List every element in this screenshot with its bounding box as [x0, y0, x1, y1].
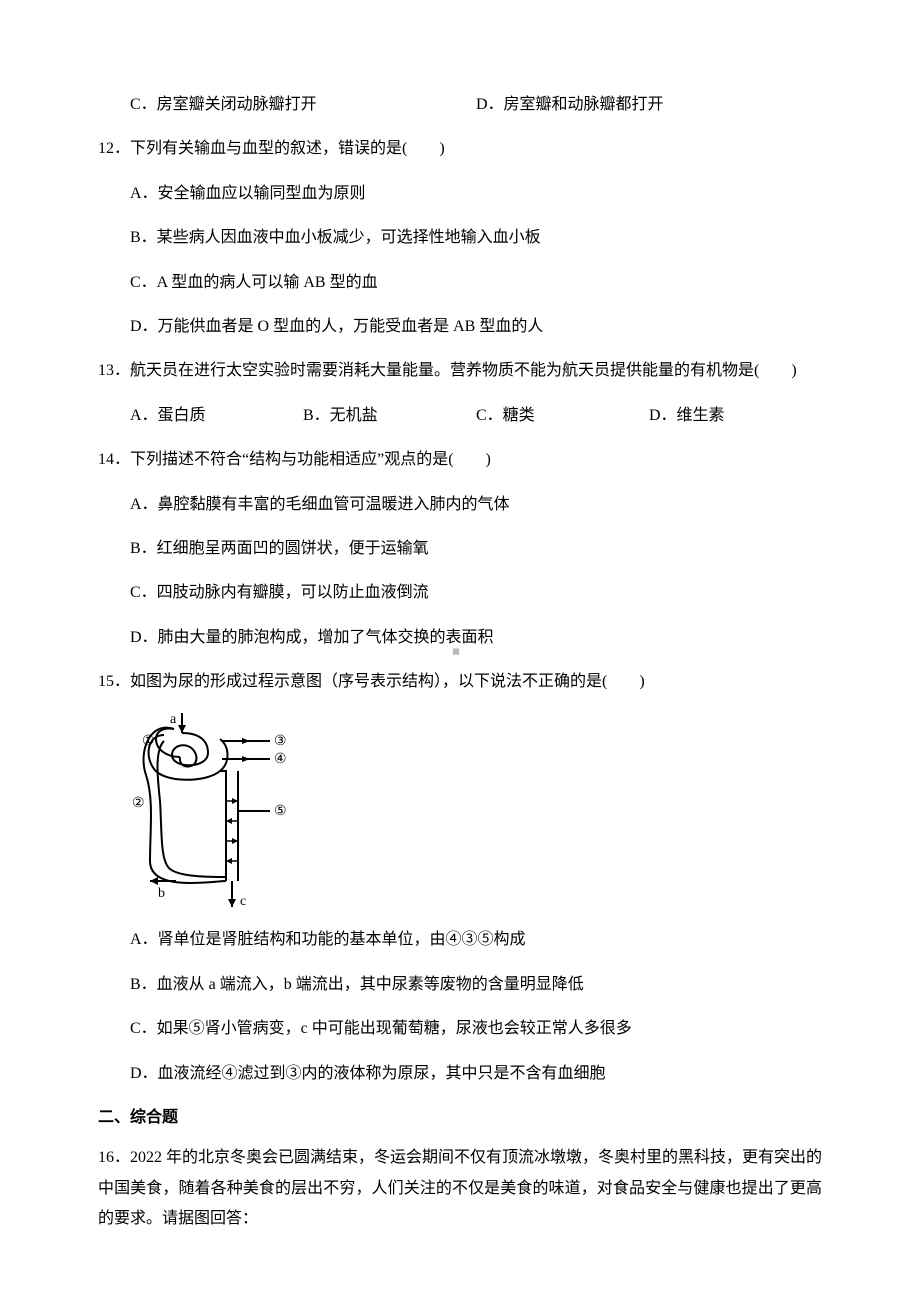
- q14-option-a: A．鼻腔黏膜有丰富的毛细血管可温暖进入肺内的气体: [98, 490, 822, 520]
- q12-option-c: C．A 型血的病人可以输 AB 型的血: [98, 268, 822, 298]
- q13-option-b: B．无机盐: [303, 401, 476, 431]
- q13-option-a: A．蛋白质: [130, 401, 303, 431]
- label-4: ④: [274, 752, 287, 767]
- q13-options: A．蛋白质 B．无机盐 C．糖类 D．维生素: [98, 401, 822, 431]
- q11-options-cd: C．房室瓣关闭动脉瓣打开 D．房室瓣和动脉瓣都打开: [98, 90, 822, 120]
- q16-stem: 16．2022 年的北京冬奥会已圆满结束，冬运会期间不仅有顶流冰墩墩，冬奥村里的…: [98, 1143, 822, 1234]
- label-1: ①: [142, 734, 155, 749]
- q12-option-d: D．万能供血者是 O 型血的人，万能受血者是 AB 型血的人: [98, 312, 822, 342]
- q12-option-a: A．安全输血应以输同型血为原则: [98, 179, 822, 209]
- label-c: c: [240, 894, 246, 909]
- q13-option-d: D．维生素: [649, 401, 822, 431]
- q11-option-c: C．房室瓣关闭动脉瓣打开: [130, 90, 476, 120]
- q14-option-d: D．肺由大量的肺泡构成，增加了气体交换的表面积: [98, 623, 822, 653]
- q12-option-b: B．某些病人因血液中血小板减少，可选择性地输入血小板: [98, 223, 822, 253]
- q13-option-c: C．糖类: [476, 401, 649, 431]
- q12-stem: 12．下列有关输血与血型的叙述，错误的是( ): [98, 134, 822, 164]
- label-a: a: [170, 712, 177, 727]
- q15-option-d: D．血液流经④滤过到③内的液体称为原尿，其中只是不含有血细胞: [98, 1059, 822, 1089]
- nephron-diagram-svg: a ① ② ③ ④ ⑤ b c: [130, 711, 320, 911]
- q14-option-c: C．四肢动脉内有瓣膜，可以防止血液倒流: [98, 578, 822, 608]
- section-2-heading: 二、综合题: [98, 1103, 822, 1133]
- q15-diagram: a ① ② ③ ④ ⑤ b c: [130, 711, 320, 911]
- q13-stem: 13．航天员在进行太空实验时需要消耗大量能量。营养物质不能为航天员提供能量的有机…: [98, 356, 822, 386]
- label-2: ②: [132, 796, 145, 811]
- q15-stem: 15．如图为尿的形成过程示意图（序号表示结构），以下说法不正确的是( ): [98, 667, 822, 697]
- q15-option-c: C．如果⑤肾小管病变，c 中可能出现葡萄糖，尿液也会较正常人多很多: [98, 1014, 822, 1044]
- q15-option-a: A．肾单位是肾脏结构和功能的基本单位，由④③⑤构成: [98, 925, 822, 955]
- q14-option-b: B．红细胞呈两面凹的圆饼状，便于运输氧: [98, 534, 822, 564]
- label-3: ③: [274, 734, 287, 749]
- q15-option-b: B．血液从 a 端流入，b 端流出，其中尿素等废物的含量明显降低: [98, 970, 822, 1000]
- label-5: ⑤: [274, 804, 287, 819]
- q11-option-d: D．房室瓣和动脉瓣都打开: [476, 90, 822, 120]
- label-b: b: [158, 886, 165, 901]
- q14-stem: 14．下列描述不符合“结构与功能相适应”观点的是( ): [98, 445, 822, 475]
